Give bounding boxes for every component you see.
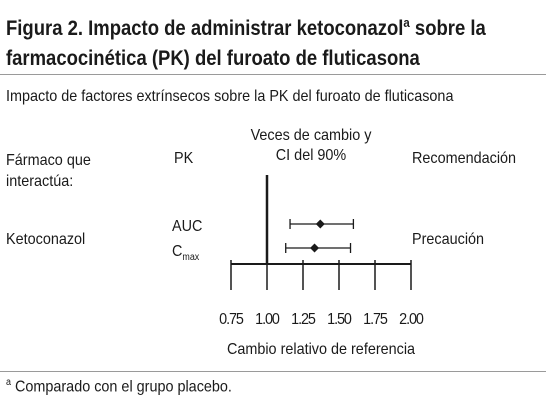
drug-ketoconazol: Ketoconazol bbox=[6, 231, 86, 248]
pk-cmax-main: C bbox=[172, 243, 183, 260]
point-estimate-cmax bbox=[310, 243, 320, 253]
header-drug: Fármaco que interactúa: bbox=[6, 152, 91, 190]
x-tick-label: 0.75 bbox=[219, 311, 244, 328]
pk-cmax: Cmax bbox=[172, 243, 199, 263]
title-superscript: a bbox=[403, 15, 410, 30]
figure-title: Figura 2. Impacto de administrar ketocon… bbox=[6, 8, 546, 74]
subtitle: Impacto de factores extrínsecos sobre la… bbox=[6, 88, 454, 105]
title-prefix: Figura 2. Impacto de administrar ketocon… bbox=[6, 17, 404, 40]
plot-marks bbox=[265, 175, 355, 264]
header-change: Veces de cambio y CI del 90% bbox=[251, 126, 372, 166]
x-axis bbox=[230, 260, 412, 290]
footnote-text: Comparado con el grupo placebo. bbox=[14, 378, 232, 396]
x-axis-label: Cambio relativo de referencia bbox=[226, 341, 416, 358]
x-tick-label: 1.25 bbox=[291, 311, 316, 328]
footnote: a Comparado con el grupo placebo. bbox=[6, 377, 232, 396]
header-change-line2: CI del 90% bbox=[275, 147, 347, 164]
pk-auc: AUC bbox=[172, 218, 203, 235]
pk-cmax-sub: max bbox=[182, 252, 200, 264]
header-recommendation: Recomendación bbox=[412, 150, 517, 167]
recommendation-value: Precaución bbox=[412, 231, 485, 248]
x-tick-label: 1.00 bbox=[255, 311, 280, 328]
point-estimate-auc bbox=[315, 219, 325, 229]
footnote-marker: a bbox=[6, 377, 11, 388]
title-rest: sobre la farmacocinética (PK) del furoat… bbox=[6, 17, 486, 70]
x-tick-label: 2.00 bbox=[399, 311, 424, 328]
x-tick-label: 1.75 bbox=[363, 311, 388, 328]
top-rule bbox=[0, 74, 546, 75]
bottom-rule bbox=[0, 371, 546, 372]
x-tick-label: 1.50 bbox=[327, 311, 352, 328]
header-change-line1: Veces de cambio y bbox=[250, 127, 372, 144]
header-pk: PK bbox=[174, 150, 194, 167]
